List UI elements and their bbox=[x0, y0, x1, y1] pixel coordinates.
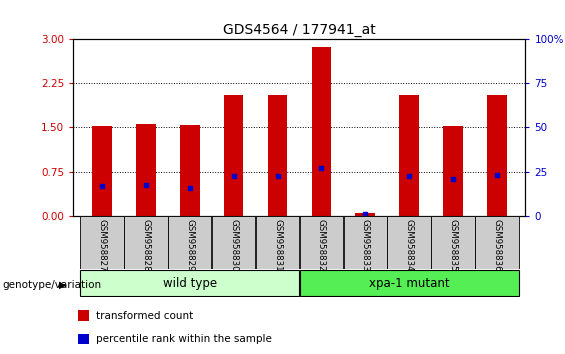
Bar bbox=[168, 216, 211, 268]
Bar bbox=[344, 216, 387, 268]
Text: wild type: wild type bbox=[163, 277, 217, 290]
Text: GSM958834: GSM958834 bbox=[405, 219, 414, 272]
Point bbox=[493, 172, 502, 177]
Point bbox=[405, 173, 414, 179]
Point bbox=[317, 165, 326, 170]
Text: GSM958836: GSM958836 bbox=[493, 219, 501, 272]
Bar bbox=[224, 95, 244, 216]
Text: ▶: ▶ bbox=[59, 280, 67, 290]
Bar bbox=[268, 95, 288, 216]
Point bbox=[229, 173, 238, 179]
Bar bbox=[431, 216, 475, 268]
Bar bbox=[311, 47, 331, 216]
Bar bbox=[475, 216, 519, 268]
Bar bbox=[80, 216, 124, 268]
Bar bbox=[355, 213, 375, 216]
Text: GSM958833: GSM958833 bbox=[361, 219, 370, 272]
Bar bbox=[299, 270, 519, 296]
Bar bbox=[124, 216, 168, 268]
Bar bbox=[92, 126, 112, 216]
Text: GSM958828: GSM958828 bbox=[141, 219, 150, 272]
Bar bbox=[388, 216, 431, 268]
Text: xpa-1 mutant: xpa-1 mutant bbox=[369, 277, 450, 290]
Bar bbox=[443, 126, 463, 216]
Bar bbox=[78, 334, 89, 344]
Bar bbox=[399, 95, 419, 216]
Point bbox=[449, 177, 458, 182]
Point bbox=[273, 173, 282, 179]
Bar bbox=[136, 125, 156, 216]
Point bbox=[361, 211, 370, 216]
Bar bbox=[256, 216, 299, 268]
Point bbox=[185, 185, 194, 190]
Bar bbox=[299, 216, 343, 268]
Bar bbox=[78, 310, 89, 321]
Text: percentile rank within the sample: percentile rank within the sample bbox=[96, 334, 272, 344]
Text: GSM958831: GSM958831 bbox=[273, 219, 282, 272]
Text: GSM958832: GSM958832 bbox=[317, 219, 326, 272]
Text: GSM958830: GSM958830 bbox=[229, 219, 238, 272]
Bar bbox=[180, 125, 199, 216]
Title: GDS4564 / 177941_at: GDS4564 / 177941_at bbox=[223, 23, 376, 36]
Text: GSM958829: GSM958829 bbox=[185, 219, 194, 272]
Bar bbox=[212, 216, 255, 268]
Point bbox=[141, 182, 150, 188]
Text: GSM958835: GSM958835 bbox=[449, 219, 458, 272]
Text: transformed count: transformed count bbox=[96, 311, 193, 321]
Bar bbox=[80, 270, 299, 296]
Bar bbox=[487, 95, 507, 216]
Text: GSM958827: GSM958827 bbox=[98, 219, 106, 272]
Point bbox=[97, 184, 106, 189]
Text: genotype/variation: genotype/variation bbox=[3, 280, 102, 290]
